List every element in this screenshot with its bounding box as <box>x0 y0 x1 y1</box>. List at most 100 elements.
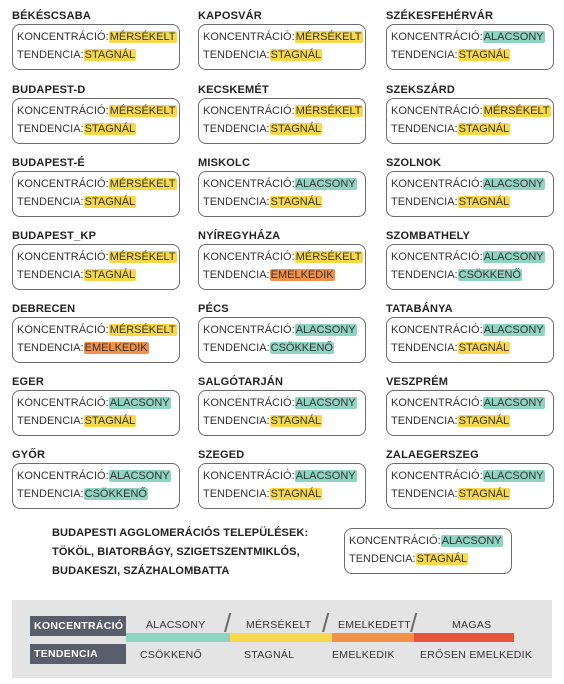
concentration-row: KONCENTRÁCIÓ:MÉRSÉKELT <box>17 175 177 193</box>
city-block: SALGÓTARJÁN KONCENTRÁCIÓ:ALACSONY TENDENCI… <box>198 374 366 436</box>
legend-conc-low: ALACSONY <box>146 619 206 631</box>
city-block: KAPOSVÁR KONCENTRÁCIÓ:MÉRSÉKELT TENDENCIA:… <box>198 8 366 70</box>
trend-label: TENDENCIA: <box>203 196 270 208</box>
trend-label: TENDENCIA: <box>17 123 84 135</box>
city-name: KECSKEMÉT <box>198 84 269 96</box>
legend-bar-low <box>126 633 230 642</box>
city-block: TATABÁNYA KONCENTRÁCIÓ:ALACSONY TENDENCIA:… <box>386 301 554 363</box>
agglomeration-towns-line-1: TÖKÖL, BIATORBÁGY, SZIGETSZENTMIKLÓS, <box>52 546 300 558</box>
trend-label: TENDENCIA: <box>391 269 458 281</box>
concentration-row: KONCENTRÁCIÓ:ALACSONY <box>391 175 549 193</box>
trend-value: STAGNÁL <box>83 269 137 281</box>
trend-row: TENDENCIA:STAGNÁL <box>203 46 361 64</box>
trend-value: STAGNÁL <box>83 49 137 61</box>
city-name: PÉCS <box>198 303 229 315</box>
legend-divider-1: / <box>224 608 232 638</box>
city-block: BUDAPEST-É KONCENTRÁCIÓ:MÉRSÉKELT TENDENCI… <box>12 155 180 217</box>
city-name: SZOLNOK <box>386 157 442 169</box>
trend-row: TENDENCIA:STAGNÁL <box>17 266 175 284</box>
concentration-value: MÉRSÉKELT <box>108 178 177 190</box>
concentration-value: ALACSONY <box>482 31 545 43</box>
concentration-label: KONCENTRÁCIÓ: <box>203 105 295 117</box>
trend-label: TENDENCIA: <box>203 123 270 135</box>
city-name: SZOMBATHELY <box>386 230 471 242</box>
concentration-row: KONCENTRÁCIÓ:MÉRSÉKELT <box>17 28 177 46</box>
concentration-value: ALACSONY <box>294 470 357 482</box>
trend-label: TENDENCIA: <box>391 49 458 61</box>
trend-row: TENDENCIA:STAGNÁL <box>349 550 507 568</box>
trend-label: TENDENCIA: <box>391 123 458 135</box>
city-name: EGER <box>12 376 44 388</box>
trend-row: TENDENCIA:STAGNÁL <box>17 193 175 211</box>
city-name: SZEGED <box>198 449 245 461</box>
city-name: ZALAEGERSZEG <box>386 449 479 461</box>
trend-row: TENDENCIA:STAGNÁL <box>391 46 549 64</box>
concentration-row: KONCENTRÁCIÓ:MÉRSÉKELT <box>203 248 363 266</box>
city-status-box: KONCENTRÁCIÓ:ALACSONY TENDENCIA:STAGNÁL <box>198 463 366 509</box>
city-block: NYÍREGYHÁZA KONCENTRÁCIÓ:MÉRSÉKELT TENDENC… <box>198 228 366 290</box>
trend-label: TENDENCIA: <box>203 415 270 427</box>
city-block: EGER KONCENTRÁCIÓ:ALACSONY TENDENCIA:STAGN… <box>12 374 180 436</box>
concentration-row: KONCENTRÁCIÓ:ALACSONY <box>203 394 361 412</box>
trend-value: EMELKEDIK <box>269 269 335 281</box>
agglomeration-status-box: KONCENTRÁCIÓ:ALACSONY TENDENCIA:STAGNÁL <box>344 528 512 574</box>
trend-label: TENDENCIA: <box>17 269 84 281</box>
trend-value: CSÖKKENŐ <box>269 342 334 354</box>
concentration-value: MÉRSÉKELT <box>294 251 363 263</box>
city-block: GYŐR KONCENTRÁCIÓ:ALACSONY TENDENCIA:CSÖKK… <box>12 447 180 509</box>
concentration-label: KONCENTRÁCIÓ: <box>349 535 441 547</box>
city-status-box: KONCENTRÁCIÓ:MÉRSÉKELT TENDENCIA:STAGNÁL <box>12 244 180 290</box>
trend-label: TENDENCIA: <box>203 488 270 500</box>
concentration-label: KONCENTRÁCIÓ: <box>391 324 483 336</box>
concentration-row: KONCENTRÁCIÓ:ALACSONY <box>391 394 549 412</box>
trend-label: TENDENCIA: <box>17 49 84 61</box>
concentration-value: ALACSONY <box>482 470 545 482</box>
legend-trend-rising: EMELKEDIK <box>332 649 395 661</box>
concentration-row: KONCENTRÁCIÓ:ALACSONY <box>391 321 549 339</box>
trend-value: STAGNÁL <box>269 49 323 61</box>
city-name: SZEKSZÁRD <box>386 84 456 96</box>
trend-value: STAGNÁL <box>83 415 137 427</box>
city-name: TATABÁNYA <box>386 303 453 315</box>
concentration-value: ALACSONY <box>482 324 545 336</box>
city-name: SALGÓTARJÁN <box>198 376 284 388</box>
city-block: SZEGED KONCENTRÁCIÓ:ALACSONY TENDENCIA:STA… <box>198 447 366 509</box>
agglomeration-towns-line-2: BUDAKESZI, SZÁZHALOMBATTA <box>52 565 230 577</box>
legend-conc-high: MAGAS <box>452 619 492 631</box>
concentration-value: ALACSONY <box>482 397 545 409</box>
city-status-box: KONCENTRÁCIÓ:ALACSONY TENDENCIA:STAGNÁL <box>198 171 366 217</box>
city-name: KAPOSVÁR <box>198 10 262 22</box>
trend-value: STAGNÁL <box>457 123 511 135</box>
trend-value: STAGNÁL <box>457 415 511 427</box>
legend: KONCENTRÁCIÓ TENDENCIA ALACSONY MÉRSÉKEL… <box>12 600 552 678</box>
city-name: BUDAPEST-É <box>12 157 85 169</box>
trend-row: TENDENCIA:STAGNÁL <box>17 46 175 64</box>
legend-bar-moderate <box>230 633 332 642</box>
trend-value: STAGNÁL <box>415 553 469 565</box>
trend-row: TENDENCIA:EMELKEDIK <box>203 266 361 284</box>
trend-value: STAGNÁL <box>83 123 137 135</box>
trend-label: TENDENCIA: <box>17 342 84 354</box>
city-status-box: KONCENTRÁCIÓ:MÉRSÉKELT TENDENCIA:STAGNÁL <box>386 98 554 144</box>
concentration-row: KONCENTRÁCIÓ:ALACSONY <box>17 394 175 412</box>
concentration-value: ALACSONY <box>482 178 545 190</box>
concentration-row: KONCENTRÁCIÓ:MÉRSÉKELT <box>17 321 177 339</box>
concentration-row: KONCENTRÁCIÓ:ALACSONY <box>203 321 361 339</box>
city-block: BUDAPEST_KP KONCENTRÁCIÓ:MÉRSÉKELT TENDENC… <box>12 228 180 290</box>
city-block: SZOLNOK KONCENTRÁCIÓ:ALACSONY TENDENCIA:ST… <box>386 155 554 217</box>
concentration-value: ALACSONY <box>294 397 357 409</box>
concentration-row: KONCENTRÁCIÓ:ALACSONY <box>203 175 361 193</box>
city-status-box: KONCENTRÁCIÓ:ALACSONY TENDENCIA:STAGNÁL <box>386 317 554 363</box>
city-status-box: KONCENTRÁCIÓ:ALACSONY TENDENCIA:CSÖKKENŐ <box>198 317 366 363</box>
concentration-label: KONCENTRÁCIÓ: <box>17 178 109 190</box>
city-status-box: KONCENTRÁCIÓ:ALACSONY TENDENCIA:STAGNÁL <box>386 390 554 436</box>
city-status-box: KONCENTRÁCIÓ:ALACSONY TENDENCIA:STAGNÁL <box>386 463 554 509</box>
city-name: BUDAPEST_KP <box>12 230 97 242</box>
trend-value: STAGNÁL <box>457 342 511 354</box>
concentration-label: KONCENTRÁCIÓ: <box>391 105 483 117</box>
trend-row: TENDENCIA:CSÖKKENŐ <box>391 266 549 284</box>
trend-label: TENDENCIA: <box>391 342 458 354</box>
concentration-label: KONCENTRÁCIÓ: <box>17 397 109 409</box>
trend-row: TENDENCIA:CSÖKKENŐ <box>17 485 175 503</box>
city-status-box: KONCENTRÁCIÓ:ALACSONY TENDENCIA:STAGNÁL <box>198 390 366 436</box>
